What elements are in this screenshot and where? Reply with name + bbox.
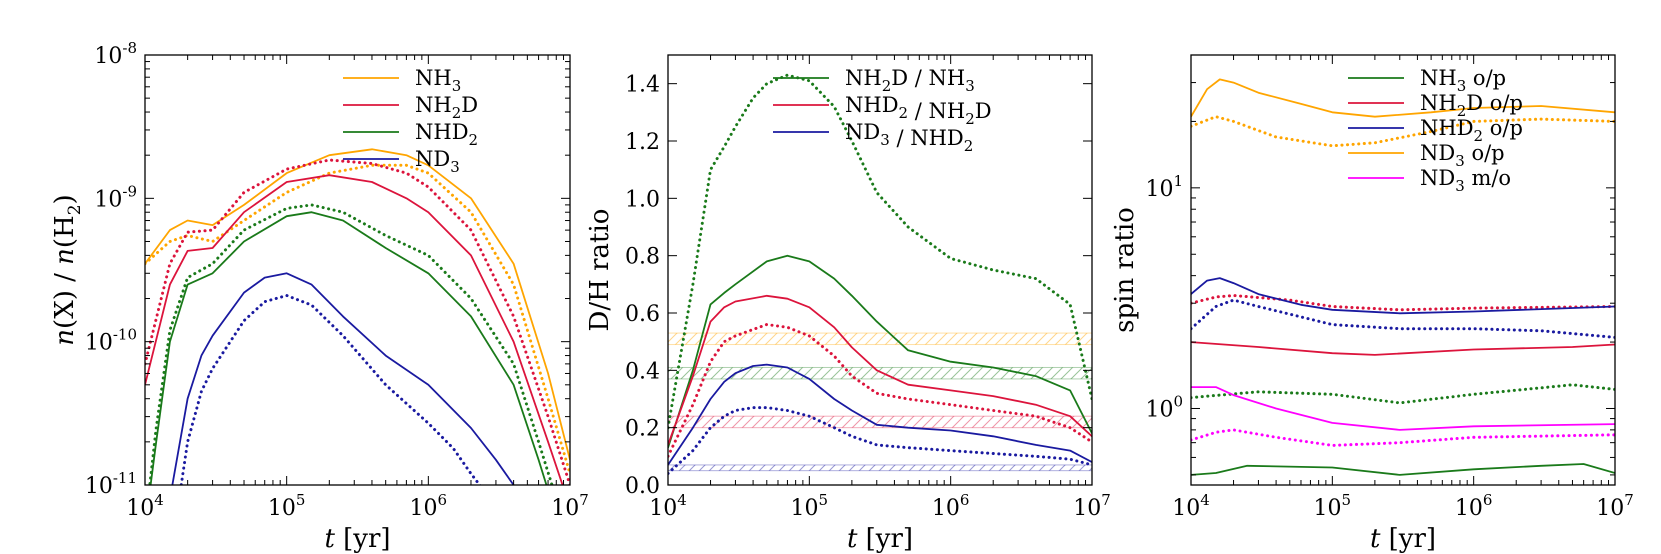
y-axis-title: D/H ratio <box>585 209 615 332</box>
legend-label: ND3 o/p <box>1420 141 1505 170</box>
y-tick-label: 10-11 <box>85 469 137 499</box>
y-tick-label: 100 <box>1145 392 1183 422</box>
series-nhd2-o-p-dotted <box>1191 298 1615 339</box>
legend-entry-4: ND3 m/o <box>1348 166 1511 195</box>
series-nhd2-nh2d-solid <box>668 294 1092 446</box>
panel-dh-ratio: 104 105 106 107 0.0 0.2 0.4 0.6 0.8 1.0 1.2 1.4 t [y… <box>585 54 1111 554</box>
y-axis-title: n(X) / n(H2) <box>50 194 85 345</box>
series-nd3-o-p-solid <box>1191 78 1615 118</box>
series-nd3-solid <box>171 272 515 485</box>
legend-entry-2: ND3 / NHD2 <box>773 120 973 155</box>
y-tick-label: 101 <box>1145 172 1183 202</box>
legend-label: NH2D <box>415 93 478 122</box>
series-nh3-o-p-dotted <box>1191 383 1615 405</box>
plot-frame <box>1190 54 1616 486</box>
series-nh3-dotted <box>145 163 570 476</box>
series-nd3-m-o-dotted <box>1191 428 1615 447</box>
legend-entry-1: NH2D o/p <box>1348 91 1523 120</box>
legend-label: NHD2 / NH2D <box>845 93 992 128</box>
x-tick-label: 105 <box>268 491 306 521</box>
series-nd3-o-p-dotted <box>1191 115 1615 148</box>
x-tick-label: 104 <box>649 491 687 521</box>
series-nh2d-o-p-dotted <box>1191 294 1615 312</box>
y-tick-label: 0.2 <box>625 417 660 442</box>
legend-entry-3: ND3 <box>343 147 460 176</box>
y-tick-label: 0.4 <box>625 359 660 384</box>
x-tick-label: 107 <box>1073 491 1111 521</box>
x-tick-label: 106 <box>1455 491 1493 521</box>
legend-label: NH2D o/p <box>1420 91 1523 120</box>
x-tick-label: 107 <box>551 491 589 521</box>
series-nh3-solid <box>145 148 570 461</box>
x-axis-title: t [yr] <box>1370 524 1436 554</box>
y-tick-label: 1.2 <box>625 130 660 155</box>
x-axis-title: t [yr] <box>324 524 390 554</box>
y-tick-label: 10-9 <box>94 182 137 212</box>
legend-entry-3: ND3 o/p <box>1348 141 1505 170</box>
series-nh2d-dotted <box>145 158 570 485</box>
panel-abundance: 104 105 106 107 10-11 10-10 10-9 10-8 t [yr] n(X)… <box>50 39 589 554</box>
series-nhd2-o-p-solid <box>1191 277 1615 315</box>
plot-frame <box>144 54 571 486</box>
legend-label: ND3 m/o <box>1420 166 1511 195</box>
legend-entry-2: NHD2 o/p <box>1348 116 1523 145</box>
series-nd3-nhd2-dotted <box>668 406 1092 475</box>
legend-entry-2: NHD2 <box>343 120 478 149</box>
series-nh2d-o-p-solid <box>1191 341 1615 356</box>
panel-spin-ratio: 104 105 106 107 100 101 t [yr] spin ratio NH3 o/… <box>1110 54 1634 554</box>
series-nh2d-solid <box>145 174 564 485</box>
plot-frame <box>667 54 1093 486</box>
y-tick-label: 1.4 <box>625 73 660 98</box>
y-tick-label: 10-10 <box>85 326 137 356</box>
series-nhd2-solid <box>149 211 548 485</box>
legend-entry-0: NH3 <box>343 66 461 95</box>
observed-band-0 <box>667 332 1093 346</box>
legend-label: NH3 <box>415 66 461 95</box>
legend-label: ND3 / NHD2 <box>845 120 973 155</box>
x-tick-label: 105 <box>791 491 829 521</box>
series-nd3-nhd2-solid <box>668 363 1092 466</box>
legend-label: NH3 o/p <box>1420 66 1506 95</box>
y-tick-label: 0.6 <box>625 302 660 327</box>
legend-entry-0: NH2D / NH3 <box>773 66 975 95</box>
legend-label: NHD2 o/p <box>1420 116 1523 145</box>
y-tick-label: 0.0 <box>625 474 660 499</box>
x-tick-label: 104 <box>126 491 164 521</box>
legend-label: NH2D / NH3 <box>845 66 975 95</box>
series-nd3-m-o-solid <box>1191 386 1615 431</box>
series-nhd2-dotted <box>148 203 554 485</box>
legend-entry-1: NHD2 / NH2D <box>773 93 992 128</box>
series-nh3-o-p-solid <box>1191 463 1615 476</box>
legend-label: ND3 <box>415 147 460 176</box>
y-axis-title: spin ratio <box>1110 207 1140 333</box>
x-tick-label: 104 <box>1172 491 1210 521</box>
legend-entry-1: NH2D <box>343 93 478 122</box>
x-tick-label: 107 <box>1596 491 1634 521</box>
x-axis-title: t [yr] <box>847 524 913 554</box>
x-tick-label: 106 <box>410 491 448 521</box>
y-tick-label: 0.8 <box>625 245 660 270</box>
y-tick-label: 10-8 <box>94 39 137 69</box>
series-nh2d-nh3-solid <box>668 254 1092 448</box>
observed-band-3 <box>667 464 1093 472</box>
y-tick-label: 1.0 <box>625 187 660 212</box>
x-tick-label: 106 <box>932 491 970 521</box>
x-tick-label: 105 <box>1314 491 1352 521</box>
legend-entry-0: NH3 o/p <box>1348 66 1506 95</box>
legend-label: NHD2 <box>415 120 478 149</box>
